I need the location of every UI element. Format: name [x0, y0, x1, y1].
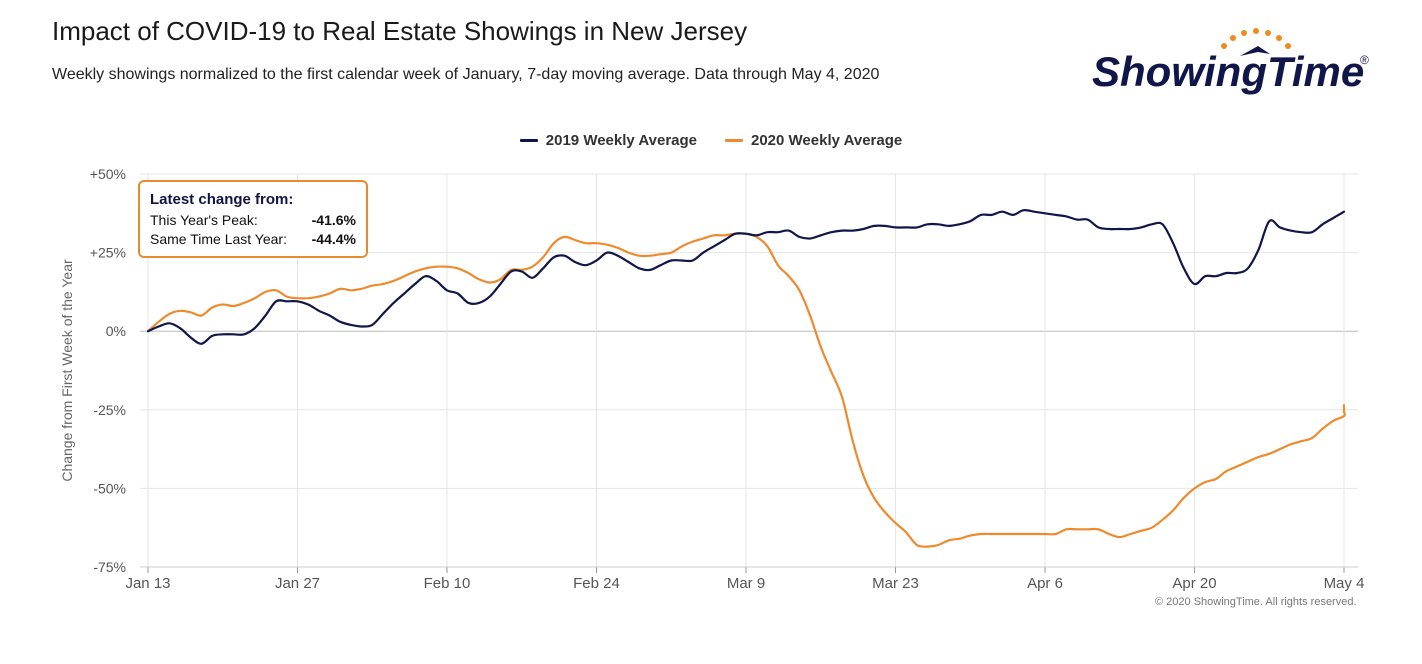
callout-title: Latest change from:	[150, 191, 294, 208]
page-title: Impact of COVID-19 to Real Estate Showin…	[52, 16, 748, 46]
logo-registered-mark: ®	[1360, 53, 1369, 67]
callout-label-peak: This Year's Peak:	[150, 212, 258, 228]
y-axis-title: Change from First Week of the Year	[59, 259, 75, 482]
callout-row-peak: This Year's Peak: -41.6%	[150, 211, 356, 230]
y-tick-label: -75%	[93, 559, 126, 575]
y-tick-label: -25%	[93, 402, 126, 418]
x-tick-label: Mar 23	[872, 575, 919, 592]
y-tick-label: +50%	[90, 166, 126, 182]
callout-label-last-year: Same Time Last Year:	[150, 231, 287, 247]
series-line-2020	[146, 232, 1346, 548]
series-line-2019	[146, 208, 1346, 345]
showingtime-logo: ShowingTime ®	[1092, 28, 1369, 95]
callout-value-peak: -41.6%	[311, 212, 356, 228]
x-tick-label: Mar 9	[727, 575, 765, 592]
y-tick-label: 0%	[106, 323, 126, 339]
x-tick-label: Feb 24	[573, 575, 620, 592]
legend-label-2019: 2019 Weekly Average	[545, 132, 697, 149]
legend-swatch-2019	[519, 139, 538, 142]
y-tick-label: -50%	[93, 480, 126, 496]
latest-change-callout: Latest change from: This Year's Peak: -4…	[138, 180, 368, 258]
x-tick-label: May 4	[1324, 575, 1365, 592]
x-tick-label: Jan 13	[125, 575, 170, 592]
legend-item-2019[interactable]: 2019 Weekly Average	[519, 132, 697, 149]
callout-value-last-year: -44.4%	[311, 231, 356, 247]
page-subtitle: Weekly showings normalized to the first …	[52, 66, 880, 83]
x-tick-label: Apr 6	[1027, 575, 1063, 592]
callout-row-last-year: Same Time Last Year: -44.4%	[150, 230, 356, 249]
logo-dots	[1221, 28, 1291, 56]
y-tick-label: +25%	[90, 245, 126, 261]
logo-text: ShowingTime	[1092, 48, 1364, 95]
legend-swatch-2020	[725, 139, 743, 142]
x-tick-label: Jan 27	[275, 575, 320, 592]
chart-legend: 2019 Weekly Average 2020 Weekly Average	[0, 132, 1422, 149]
legend-item-2020[interactable]: 2020 Weekly Average	[725, 132, 902, 149]
legend-label-2020: 2020 Weekly Average	[751, 132, 903, 149]
x-tick-label: Feb 10	[424, 575, 471, 592]
x-tick-label: Apr 20	[1172, 575, 1216, 592]
copyright-text: © 2020 ShowingTime. All rights reserved.	[1155, 596, 1357, 608]
